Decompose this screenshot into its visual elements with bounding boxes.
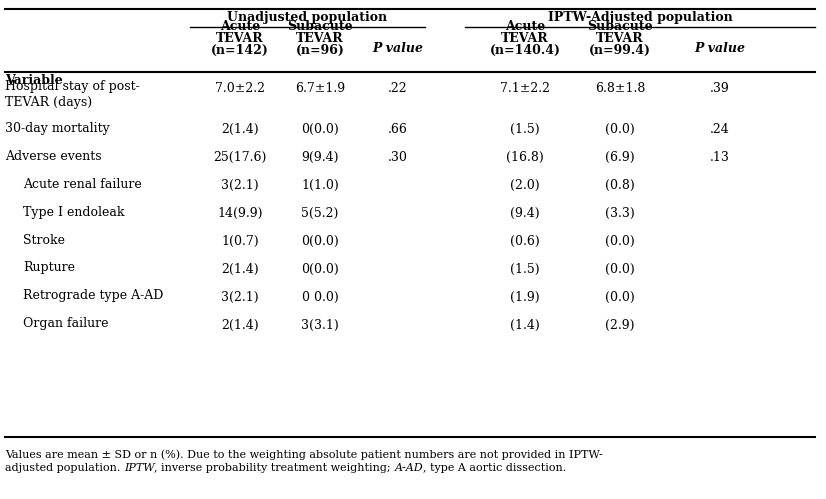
Text: IPTW: IPTW [124,463,154,473]
Text: Organ failure: Organ failure [23,317,108,330]
Text: (16.8): (16.8) [506,151,544,164]
Text: 2(1.4): 2(1.4) [221,122,259,136]
Text: 1(1.0): 1(1.0) [301,179,339,192]
Text: Acute renal failure: Acute renal failure [23,178,142,191]
Text: 5(5.2): 5(5.2) [301,207,339,220]
Text: 9(9.4): 9(9.4) [301,151,339,164]
Text: .24: .24 [710,122,730,136]
Text: Unadjusted population: Unadjusted population [227,11,387,24]
Text: TEVAR: TEVAR [501,32,548,45]
Text: (1.5): (1.5) [510,262,540,275]
Text: (2.0): (2.0) [510,179,540,192]
Text: .13: .13 [710,151,730,164]
Text: (2.9): (2.9) [605,318,634,331]
Text: 7.0±2.2: 7.0±2.2 [215,81,265,94]
Text: Subacute: Subacute [287,20,353,33]
Text: 14(9.9): 14(9.9) [217,207,263,220]
Text: .39: .39 [710,81,730,94]
Text: (0.8): (0.8) [605,179,635,192]
Text: P value: P value [695,42,746,55]
Text: (0.0): (0.0) [605,262,635,275]
Text: Adverse events: Adverse events [5,150,102,163]
Text: Retrograde type A-AD: Retrograde type A-AD [23,289,164,302]
Text: (0.0): (0.0) [605,122,635,136]
Text: 6.8±1.8: 6.8±1.8 [595,81,645,94]
Text: (0.0): (0.0) [605,290,635,303]
Text: TEVAR: TEVAR [596,32,643,45]
Text: (n=99.4): (n=99.4) [589,44,651,57]
Text: 3(2.1): 3(2.1) [221,179,259,192]
Text: Variable: Variable [5,74,63,87]
Text: , type A aortic dissection.: , type A aortic dissection. [423,463,567,473]
Text: TEVAR: TEVAR [216,32,263,45]
Text: .30: .30 [388,151,408,164]
Text: P value: P value [373,42,424,55]
Text: 7.1±2.2: 7.1±2.2 [500,81,550,94]
Text: (1.5): (1.5) [510,122,540,136]
Text: Acute: Acute [220,20,260,33]
Text: 1(0.7): 1(0.7) [221,235,259,248]
Text: (1.4): (1.4) [510,318,540,331]
Text: .22: .22 [388,81,408,94]
Text: 3(3.1): 3(3.1) [301,318,339,331]
Text: 0 0.0): 0 0.0) [301,290,339,303]
Text: (0.6): (0.6) [510,235,540,248]
Text: (1.9): (1.9) [510,290,540,303]
Text: 0(0.0): 0(0.0) [301,235,339,248]
Text: adjusted population.: adjusted population. [5,463,124,473]
Text: 25(17.6): 25(17.6) [213,151,267,164]
Text: 6.7±1.9: 6.7±1.9 [295,81,345,94]
Text: Hospital stay of post-
TEVAR (days): Hospital stay of post- TEVAR (days) [5,80,140,108]
Text: (n=142): (n=142) [211,44,269,57]
Text: A-AD: A-AD [395,463,423,473]
Text: Type I endoleak: Type I endoleak [23,206,125,219]
Text: (3.3): (3.3) [605,207,635,220]
Text: IPTW-Adjusted population: IPTW-Adjusted population [548,11,733,24]
Text: .66: .66 [388,122,408,136]
Text: 3(2.1): 3(2.1) [221,290,259,303]
Text: Acute: Acute [505,20,545,33]
Text: Values are mean ± SD or n (%). Due to the weighting absolute patient numbers are: Values are mean ± SD or n (%). Due to th… [5,449,603,460]
Text: 0(0.0): 0(0.0) [301,262,339,275]
Text: 2(1.4): 2(1.4) [221,262,259,275]
Text: Rupture: Rupture [23,261,75,274]
Text: Subacute: Subacute [587,20,653,33]
Text: (n=96): (n=96) [296,44,344,57]
Text: (6.9): (6.9) [605,151,635,164]
Text: TEVAR: TEVAR [297,32,344,45]
Text: (n=140.4): (n=140.4) [490,44,561,57]
Text: (0.0): (0.0) [605,235,635,248]
Text: , inverse probability treatment weighting;: , inverse probability treatment weightin… [154,463,395,473]
Text: 2(1.4): 2(1.4) [221,318,259,331]
Text: 30-day mortality: 30-day mortality [5,121,110,135]
Text: 0(0.0): 0(0.0) [301,122,339,136]
Text: (9.4): (9.4) [510,207,540,220]
Text: Stroke: Stroke [23,234,65,247]
